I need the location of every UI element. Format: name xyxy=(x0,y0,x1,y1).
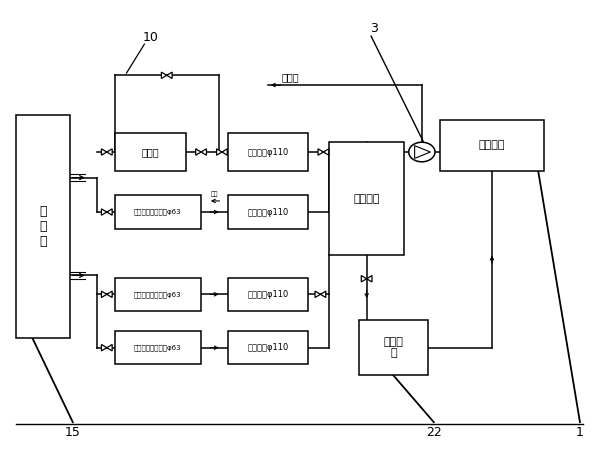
Polygon shape xyxy=(102,209,107,215)
Text: 生产线冷冻水回收φ63: 生产线冷冻水回收φ63 xyxy=(134,344,182,351)
Polygon shape xyxy=(162,72,167,78)
Text: 3: 3 xyxy=(370,22,378,35)
Polygon shape xyxy=(102,344,107,351)
Polygon shape xyxy=(102,291,107,298)
Polygon shape xyxy=(102,149,107,155)
Text: 地埋主管φ110: 地埋主管φ110 xyxy=(247,290,289,299)
Text: 地埋主管φ110: 地埋主管φ110 xyxy=(247,207,289,217)
Polygon shape xyxy=(414,146,430,159)
Polygon shape xyxy=(167,72,172,78)
Text: 22: 22 xyxy=(426,426,442,439)
Bar xyxy=(114,133,186,171)
Text: 15: 15 xyxy=(65,426,80,439)
Bar xyxy=(440,120,544,171)
Bar xyxy=(329,142,404,255)
Bar xyxy=(228,195,309,229)
Circle shape xyxy=(409,142,435,162)
Bar xyxy=(114,278,201,311)
Polygon shape xyxy=(321,291,325,298)
Text: 冷冻: 冷冻 xyxy=(211,192,218,197)
Polygon shape xyxy=(107,291,112,298)
Bar xyxy=(228,278,309,311)
Bar xyxy=(16,116,70,337)
Text: 生产线冷冻水供给φ63: 生产线冷冻水供给φ63 xyxy=(134,209,182,215)
Polygon shape xyxy=(361,275,367,282)
Polygon shape xyxy=(195,149,201,155)
Text: 自来水池: 自来水池 xyxy=(479,140,505,150)
Text: 换
热
器: 换 热 器 xyxy=(39,205,47,248)
Polygon shape xyxy=(318,149,324,155)
Text: 过滤器: 过滤器 xyxy=(142,147,159,157)
Text: 制水车
间: 制水车 间 xyxy=(384,337,404,358)
Bar xyxy=(228,133,309,171)
Polygon shape xyxy=(201,149,206,155)
Text: 生产线自来水回收φ63: 生产线自来水回收φ63 xyxy=(134,291,182,298)
Polygon shape xyxy=(107,344,112,351)
Text: 1: 1 xyxy=(576,426,584,439)
Text: 自来水: 自来水 xyxy=(282,72,299,82)
Polygon shape xyxy=(367,275,372,282)
Polygon shape xyxy=(324,149,329,155)
Text: 冷冻水筱: 冷冻水筱 xyxy=(353,194,380,204)
Text: 地埋主管φ110: 地埋主管φ110 xyxy=(247,148,289,157)
Polygon shape xyxy=(107,149,112,155)
Bar xyxy=(359,320,428,376)
Bar xyxy=(114,195,201,229)
Bar xyxy=(228,331,309,364)
Text: 10: 10 xyxy=(142,31,159,44)
Text: 地埋主管φ110: 地埋主管φ110 xyxy=(247,343,289,352)
Polygon shape xyxy=(222,149,227,155)
Bar xyxy=(114,331,201,364)
Polygon shape xyxy=(315,291,321,298)
Polygon shape xyxy=(107,209,112,215)
Polygon shape xyxy=(217,149,222,155)
